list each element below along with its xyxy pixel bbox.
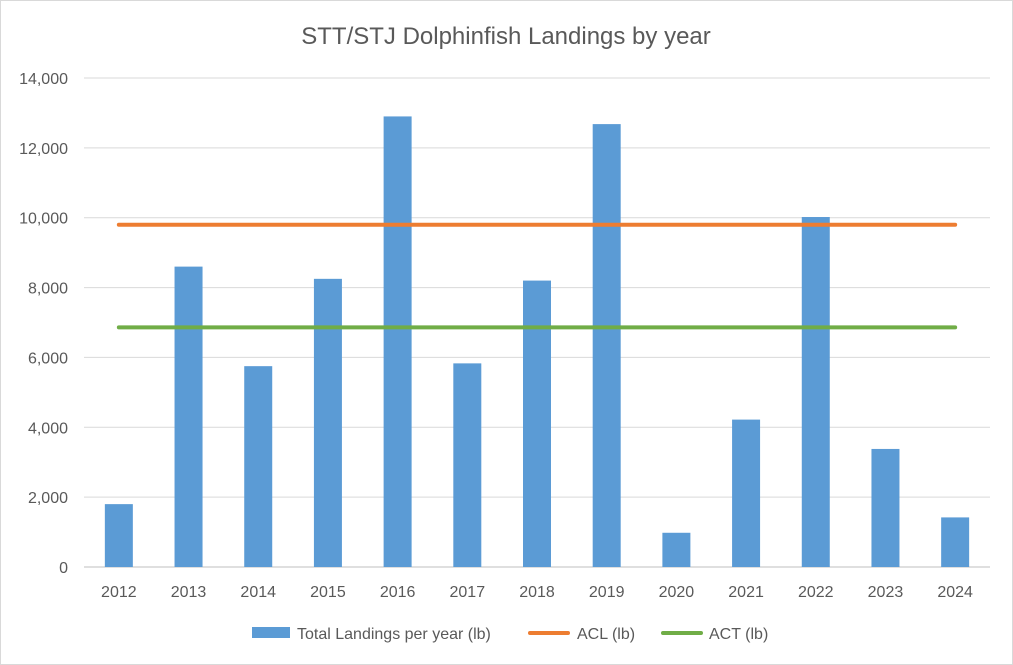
x-tick-label: 2021 [728, 584, 764, 601]
x-tick-label: 2019 [589, 584, 625, 601]
legend: Total Landings per year (lb) ACL (lb) ACT … [252, 626, 768, 643]
bar-2012 [104, 504, 133, 567]
line-series [116, 222, 958, 330]
x-tick-label: 2023 [868, 584, 904, 601]
chart-title: STT/STJ Dolphinfish Landings by year [301, 23, 711, 50]
bar-2019 [592, 124, 621, 567]
bar-2020 [662, 532, 691, 567]
y-tick-label: 10,000 [19, 211, 68, 228]
bar-2022 [801, 217, 830, 567]
legend-label: Total Landings per year (lb) [297, 626, 491, 643]
x-tick-label: 2014 [240, 584, 276, 601]
legend-label: ACL (lb) [577, 626, 635, 643]
y-tick-label: 6,000 [28, 350, 68, 367]
x-tick-label: 2020 [659, 584, 695, 601]
bar-2024 [941, 517, 970, 567]
x-tick-label: 2017 [450, 584, 486, 601]
bar-2023 [871, 448, 900, 567]
x-tick-label: 2024 [937, 584, 973, 601]
x-axis: 2012 2013 2014 2015 2016 2017 2018 2019 2020 2021… [101, 584, 973, 601]
y-tick-label: 12,000 [19, 141, 68, 158]
bar-2014 [244, 366, 273, 567]
x-tick-label: 2018 [519, 584, 555, 601]
y-tick-label: 2,000 [28, 490, 68, 507]
y-tick-label: 0 [59, 560, 68, 577]
bar-2018 [523, 280, 551, 567]
x-tick-label: 2012 [101, 584, 137, 601]
x-tick-label: 2015 [310, 584, 346, 601]
bar-series [104, 116, 970, 568]
x-tick-label: 2013 [171, 584, 207, 601]
legend-label: ACT (lb) [709, 626, 768, 643]
bar-2017 [453, 363, 482, 567]
y-tick-label: 8,000 [28, 281, 68, 298]
legend-swatch-bar [252, 627, 290, 638]
y-tick-label: 4,000 [28, 420, 68, 437]
bar-2016 [383, 116, 412, 568]
x-tick-label: 2022 [798, 584, 834, 601]
bar-2013 [174, 266, 203, 567]
x-tick-label: 2016 [380, 584, 416, 601]
y-tick-label: 14,000 [19, 71, 68, 88]
bar-2015 [313, 278, 342, 567]
bar-2021 [732, 419, 761, 567]
y-axis: 0 2,000 4,000 6,000 8,000 10,000 12,000 14,000 [19, 71, 68, 577]
